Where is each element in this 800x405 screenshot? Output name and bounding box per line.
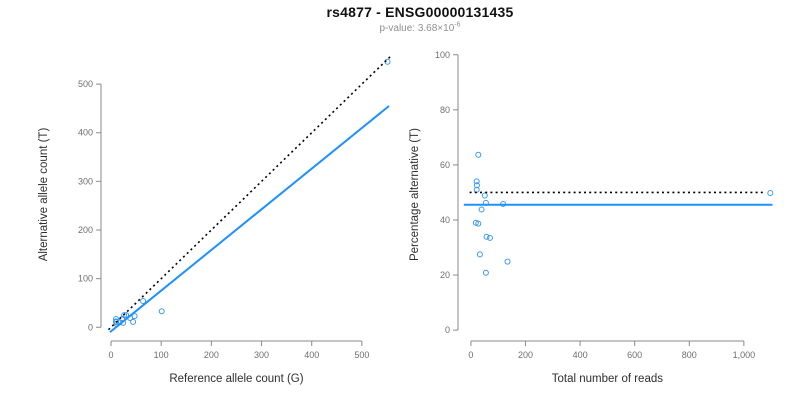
data-point [475, 220, 482, 227]
identity-line [107, 55, 392, 331]
axes: 0 100 200 300 400 500 0 100 200 300 400 500 [78, 79, 369, 360]
x-tick-label: 200 [518, 350, 533, 360]
y-tick-label: 400 [78, 128, 93, 138]
data-point [483, 233, 490, 240]
x-tick-label: 300 [254, 350, 269, 360]
data-point [130, 318, 137, 325]
plot-title: rs4877 - ENSG00000131435 [326, 4, 514, 20]
x-tick-label: 0 [109, 350, 114, 360]
trend-lines [107, 55, 392, 333]
x-axis-title: Reference allele count (G) [169, 373, 303, 385]
y-tick-label: 20 [440, 270, 450, 280]
y-tick-label: 0 [88, 322, 93, 332]
data-point [475, 151, 482, 158]
data-point [767, 190, 774, 196]
data-point [473, 182, 480, 189]
data-point [473, 178, 480, 185]
trend-lines [463, 191, 773, 206]
data-point [478, 206, 485, 213]
x-tick-label: 400 [573, 350, 588, 360]
x-tick-label: 0 [468, 350, 473, 360]
data-points [472, 151, 774, 276]
data-point [140, 298, 147, 304]
regression-line [109, 105, 390, 333]
data-point [476, 251, 483, 258]
x-tick-label: 800 [682, 350, 697, 360]
y-tick-label: 0 [445, 325, 450, 335]
x-tick-label: 400 [304, 350, 319, 360]
x-tick-label: 1,000 [733, 350, 756, 360]
data-point [504, 258, 511, 265]
y-tick-label: 500 [78, 79, 93, 89]
allele-count-scatter: 0 100 200 300 400 500 0 100 200 300 400 500 Referenc… [38, 55, 392, 385]
y-tick-label: 100 [78, 274, 93, 284]
data-point [481, 192, 488, 199]
percentage-scatter: 0 200 400 600 800 1,000 0 20 40 60 80 100 Total numb… [409, 50, 774, 385]
plot-header: rs4877 - ENSG00000131435 p-value: 3.68×1… [40, 4, 800, 34]
data-point [487, 234, 493, 241]
x-tick-label: 500 [354, 350, 369, 360]
x-axis-title: Total number of reads [552, 373, 663, 385]
y-axis-title: Percentage alternative (T) [409, 128, 421, 261]
axes: 0 200 400 600 800 1,000 0 20 40 60 80 100 [435, 50, 755, 360]
plot-subtitle: p-value: 3.68×10-6 [40, 21, 800, 34]
y-tick-label: 60 [440, 160, 450, 170]
y-axis-title: Alternative allele count (T) [38, 128, 50, 262]
pvalue-text: p-value: 3.68×10 [379, 23, 455, 34]
data-point [131, 313, 138, 320]
y-tick-label: 100 [435, 50, 450, 60]
x-tick-label: 100 [154, 350, 169, 360]
y-tick-label: 200 [78, 225, 93, 235]
x-tick-label: 600 [627, 350, 642, 360]
x-tick-label: 200 [204, 350, 219, 360]
y-tick-label: 40 [440, 215, 450, 225]
data-points [113, 58, 391, 327]
data-point [158, 308, 165, 315]
y-tick-label: 80 [440, 105, 450, 115]
y-tick-label: 300 [78, 176, 93, 186]
data-point [482, 269, 489, 276]
pvalue-exponent: -6 [454, 21, 461, 29]
